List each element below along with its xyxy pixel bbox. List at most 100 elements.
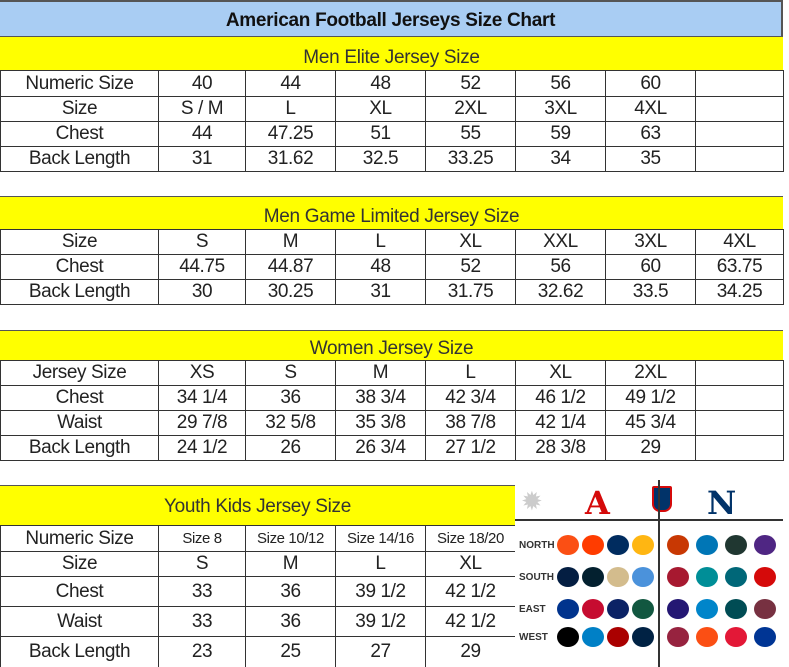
table-cell: 44 <box>158 121 246 147</box>
table-cell: 3XL <box>515 96 606 122</box>
table-cell: 60 <box>605 70 696 97</box>
table-row: Numeric Size Size 8 Size 10/12 Size 14/16 Si… <box>0 525 516 552</box>
table-cell: 32 5/8 <box>245 410 336 436</box>
afc-team-logo <box>607 535 629 555</box>
table-cell: Size 10/12 <box>245 525 336 552</box>
afc-team-logo <box>607 627 629 647</box>
table-cell: 47.25 <box>245 121 336 147</box>
table-cell: 39 1/2 <box>335 576 426 607</box>
table-cell <box>695 96 784 122</box>
table-cell: 29 7/8 <box>158 410 246 436</box>
table-cell: 59 <box>515 121 606 147</box>
row-label: Chest <box>0 385 159 411</box>
nfc-team-logo <box>667 567 689 587</box>
row-label: Size <box>0 96 159 122</box>
row-label: Back Length <box>0 435 159 461</box>
afc-team-logo <box>557 599 579 619</box>
men-game-table: Size S M L XL XXL 3XL 4XL Chest 44.75 44.87 48 52 56 6… <box>0 229 784 305</box>
table-cell: 42 1/2 <box>425 576 516 607</box>
nfc-logo: N <box>707 484 737 522</box>
table-cell: 38 3/4 <box>335 385 426 411</box>
nfl-shield-icon <box>652 486 672 512</box>
table-cell: 29 <box>605 435 696 461</box>
nfc-team-logo <box>696 535 718 555</box>
row-label: Size <box>0 229 159 255</box>
row-label: Back Length <box>0 146 159 172</box>
afc-team-logo <box>632 535 654 555</box>
divider <box>658 480 660 667</box>
row-label: Chest <box>0 576 159 607</box>
nfc-team-logo <box>667 627 689 647</box>
table-cell: 28 3/8 <box>515 435 606 461</box>
division-label: EAST <box>519 604 546 615</box>
table-cell: 40 <box>158 70 246 97</box>
afc-team-logo <box>607 567 629 587</box>
table-cell: M <box>245 229 336 255</box>
sun-icon: ✹ <box>521 486 543 516</box>
table-cell: 55 <box>425 121 516 147</box>
table-cell <box>695 146 784 172</box>
table-cell: 30 <box>158 279 246 305</box>
table-cell: 26 3/4 <box>335 435 426 461</box>
table-cell: 2XL <box>425 96 516 122</box>
nfc-team-logo <box>754 567 776 587</box>
youth-table: Numeric Size Size 8 Size 10/12 Size 14/16 Si… <box>0 525 516 667</box>
table-cell: XL <box>425 229 516 255</box>
table-cell: 35 3/8 <box>335 410 426 436</box>
table-cell <box>695 70 784 97</box>
table-cell: L <box>245 96 336 122</box>
afc-team-logo <box>557 535 579 555</box>
table-cell: 33 <box>158 606 246 637</box>
table-cell <box>695 410 784 436</box>
afc-team-logo <box>582 567 604 587</box>
nfc-team-logo <box>754 599 776 619</box>
table-cell: Size 18/20 <box>425 525 516 552</box>
table-cell: 31 <box>335 279 426 305</box>
table-cell: 48 <box>335 70 426 97</box>
table-cell: 49 1/2 <box>605 385 696 411</box>
table-cell: 51 <box>335 121 426 147</box>
afc-team-logo <box>582 535 604 555</box>
nfc-team-logo <box>696 599 718 619</box>
table-cell: 31 <box>158 146 246 172</box>
table-cell: 32.5 <box>335 146 426 172</box>
row-label: Chest <box>0 121 159 147</box>
table-row: Size S / M L XL 2XL 3XL 4XL <box>0 96 784 122</box>
table-cell: 48 <box>335 254 426 280</box>
table-cell: XS <box>158 360 246 386</box>
nfc-team-logo <box>667 599 689 619</box>
row-label: Back Length <box>0 279 159 305</box>
table-cell: 46 1/2 <box>515 385 606 411</box>
table-cell: 45 3/4 <box>605 410 696 436</box>
afc-team-logo <box>557 627 579 647</box>
table-cell <box>695 360 784 386</box>
table-cell: 27 <box>335 636 426 667</box>
table-row: Chest 44 47.25 51 55 59 63 <box>0 121 784 147</box>
table-cell: 42 1/4 <box>515 410 606 436</box>
afc-team-logo <box>582 599 604 619</box>
table-cell: S / M <box>158 96 246 122</box>
afc-team-logo <box>607 599 629 619</box>
nfc-team-logo <box>667 535 689 555</box>
table-cell: 34.25 <box>695 279 784 305</box>
nfc-team-logo <box>696 567 718 587</box>
table-cell: 33.5 <box>605 279 696 305</box>
women-heading: Women Jersey Size <box>0 330 783 360</box>
table-cell: 29 <box>425 636 516 667</box>
row-label: Size <box>0 551 159 577</box>
table-row: Chest 44.75 44.87 48 52 56 60 63.75 <box>0 254 784 280</box>
table-cell: 42 3/4 <box>425 385 516 411</box>
table-cell: 33.25 <box>425 146 516 172</box>
table-cell: 4XL <box>605 96 696 122</box>
nfc-team-logo <box>696 627 718 647</box>
table-cell: 30.25 <box>245 279 336 305</box>
afc-team-logo <box>632 599 654 619</box>
table-row: Back Length 24 1/2 26 26 3/4 27 1/2 28 3/8 29 <box>0 435 784 461</box>
table-cell: 44.75 <box>158 254 246 280</box>
table-cell: 23 <box>158 636 246 667</box>
table-cell: L <box>335 551 426 577</box>
table-row: Back Length 30 30.25 31 31.75 32.62 33.5 34.25 <box>0 279 784 305</box>
nfc-team-logo <box>725 627 747 647</box>
men-elite-table: Numeric Size 40 44 48 52 56 60 Size S / M L XL 2XL 3… <box>0 70 784 172</box>
